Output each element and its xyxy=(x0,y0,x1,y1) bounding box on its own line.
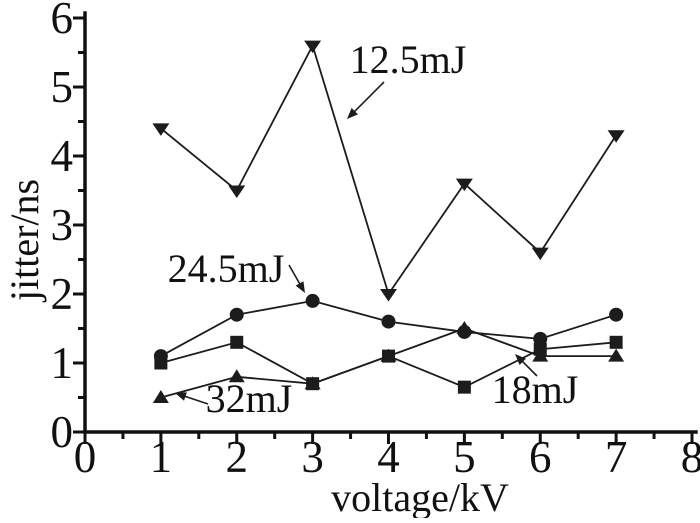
marker-triangle-up-icon xyxy=(152,390,169,403)
marker-circle-icon xyxy=(381,314,396,329)
marker-circle-icon xyxy=(609,307,624,322)
y-tick-labels: 0 1 2 3 4 5 6 xyxy=(51,0,74,457)
marker-square-icon xyxy=(154,356,168,370)
axis-ticks xyxy=(73,16,694,444)
series-12-5mj xyxy=(152,40,625,302)
y-tick-label: 0 xyxy=(51,407,74,457)
marker-circle-icon xyxy=(305,293,320,308)
annotation-arrowhead-icon xyxy=(515,354,526,365)
annotation-arrowhead-icon xyxy=(347,108,358,119)
marker-triangle-up-icon xyxy=(304,376,321,390)
y-tick-label: 1 xyxy=(51,338,74,388)
annotation-arrowhead-icon xyxy=(175,392,187,401)
series-32mj xyxy=(152,321,625,403)
y-axis-title: jitter/ns xyxy=(2,179,47,303)
marker-triangle-down-icon xyxy=(304,40,322,54)
x-tick-label: 8 xyxy=(681,432,700,482)
marker-square-icon xyxy=(230,335,244,349)
annotation-18mj: 18mJ xyxy=(492,354,579,412)
y-tick-label: 3 xyxy=(51,200,74,250)
x-tick-label: 7 xyxy=(605,432,628,482)
y-tick-label: 6 xyxy=(51,0,74,43)
marker-square-icon xyxy=(609,335,623,349)
marker-triangle-up-icon xyxy=(456,321,473,334)
annotation-arrow-line xyxy=(350,81,385,116)
annotation-24-5mj: 24.5mJ xyxy=(168,246,305,293)
marker-triangle-up-icon xyxy=(532,348,549,362)
marker-triangle-down-icon xyxy=(228,185,246,198)
marker-triangle-down-icon xyxy=(380,289,397,302)
annotation-32mj: 32mJ xyxy=(175,376,292,421)
x-tick-label: 0 xyxy=(74,432,97,482)
series-24-5mj xyxy=(153,293,624,364)
y-tick-label: 2 xyxy=(51,269,74,319)
marker-triangle-down-icon xyxy=(455,178,473,192)
x-tick-label: 2 xyxy=(226,432,249,482)
x-axis-title: voltage/kV xyxy=(331,475,509,518)
marker-square-icon xyxy=(457,380,471,394)
x-tick-labels: 0 1 2 3 4 5 6 7 8 xyxy=(74,432,700,482)
x-tick-label: 5 xyxy=(453,432,476,482)
marker-triangle-down-icon xyxy=(152,123,170,136)
x-tick-label: 6 xyxy=(529,432,552,482)
marker-circle-icon xyxy=(229,307,244,322)
marker-triangle-up-icon xyxy=(380,348,397,362)
x-tick-label: 1 xyxy=(150,432,173,482)
marker-triangle-up-icon xyxy=(228,369,245,383)
x-tick-label: 4 xyxy=(377,432,400,482)
x-tick-label: 3 xyxy=(301,432,324,482)
marker-circle-icon xyxy=(533,331,548,346)
annotation-label: 24.5mJ xyxy=(168,246,285,291)
annotation-label: 18mJ xyxy=(492,367,579,412)
y-tick-label: 4 xyxy=(51,131,74,181)
y-tick-label: 5 xyxy=(51,62,74,112)
annotation-12-5mj: 12.5mJ xyxy=(347,37,466,119)
annotation-arrowhead-icon xyxy=(295,281,305,293)
annotation-label: 12.5mJ xyxy=(350,37,467,82)
annotation-label: 32mJ xyxy=(206,376,293,421)
marker-triangle-down-icon xyxy=(531,247,549,261)
marker-triangle-up-icon xyxy=(608,348,625,362)
marker-triangle-down-icon xyxy=(607,130,625,143)
